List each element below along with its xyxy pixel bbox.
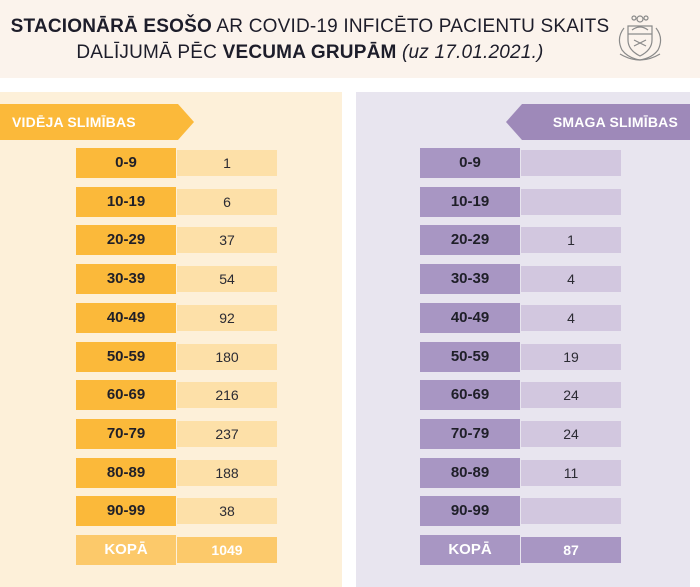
age-group-label: 60-69 (420, 380, 520, 411)
age-group-label: 0-9 (420, 148, 520, 178)
age-group-label: 0-9 (76, 148, 176, 178)
severe-value-cell: 19 (521, 343, 621, 370)
severe-value-cell: 4 (521, 304, 621, 331)
coat-of-arms-icon (618, 15, 662, 61)
severe-value-cell: 11 (521, 459, 621, 486)
moderate-value-cell: 237 (177, 420, 277, 447)
age-group-label: 10-19 (420, 186, 520, 217)
age-group-label: 90-99 (420, 496, 520, 527)
severe-value-cell (521, 498, 621, 525)
age-group-label: 90-99 (76, 496, 176, 527)
age-group-label: 60-69 (76, 380, 176, 411)
title-line2-bold: VECUMA GRUPĀM (222, 42, 397, 63)
severe-total-value: 87 (521, 537, 621, 563)
age-group-label: 40-49 (76, 302, 176, 333)
page-title: STACIONĀRĀ ESOŠO AR COVID-19 INFICĒTO PA… (0, 14, 620, 66)
moderate-value-cell: 37 (177, 227, 277, 254)
age-group-label: 70-79 (76, 418, 176, 449)
severe-value-cell: 24 (521, 382, 621, 409)
severe-value-cell: 24 (521, 420, 621, 447)
header-banner (0, 0, 700, 78)
age-group-label: 30-39 (420, 264, 520, 295)
title-date: (uz 17.01.2021.) (396, 42, 544, 63)
age-group-label: 20-29 (76, 225, 176, 256)
moderate-total-value: 1049 (177, 537, 277, 563)
title-rest: AR COVID-19 INFICĒTO PACIENTU SKAITS (211, 16, 610, 37)
moderate-value-cell: 38 (177, 498, 277, 525)
moderate-value-cell: 216 (177, 382, 277, 409)
age-group-label: 30-39 (76, 264, 176, 295)
age-group-label: 50-59 (76, 341, 176, 372)
severe-value-cell (521, 188, 621, 215)
age-group-label: 70-79 (420, 418, 520, 449)
age-group-label: 40-49 (420, 302, 520, 333)
moderate-value-cell: 180 (177, 343, 277, 370)
moderate-value-cell: 6 (177, 188, 277, 215)
moderate-value-cell: 188 (177, 459, 277, 486)
moderate-value-cell: 1 (177, 150, 277, 176)
age-group-label: 80-89 (76, 457, 176, 488)
age-group-label: 80-89 (420, 457, 520, 488)
age-group-label: 10-19 (76, 186, 176, 217)
moderate-value-cell: 54 (177, 266, 277, 293)
severe-value-cell: 1 (521, 227, 621, 254)
age-group-label: 20-29 (420, 225, 520, 256)
title-bold-part: STACIONĀRĀ ESOŠO (10, 16, 212, 37)
total-label: KOPĀ (76, 535, 176, 565)
moderate-course-label: VIDĒJA SLIMĪBAS GAITA (0, 104, 194, 140)
severe-course-label: SMAGA SLIMĪBAS GAITA (506, 104, 690, 140)
total-label: KOPĀ (420, 535, 520, 565)
severe-value-cell (521, 150, 621, 176)
severe-value-cell: 4 (521, 266, 621, 293)
moderate-value-cell: 92 (177, 304, 277, 331)
title-line2-start: DALĪJUMĀ PĒC (76, 42, 223, 63)
age-group-label: 50-59 (420, 341, 520, 372)
